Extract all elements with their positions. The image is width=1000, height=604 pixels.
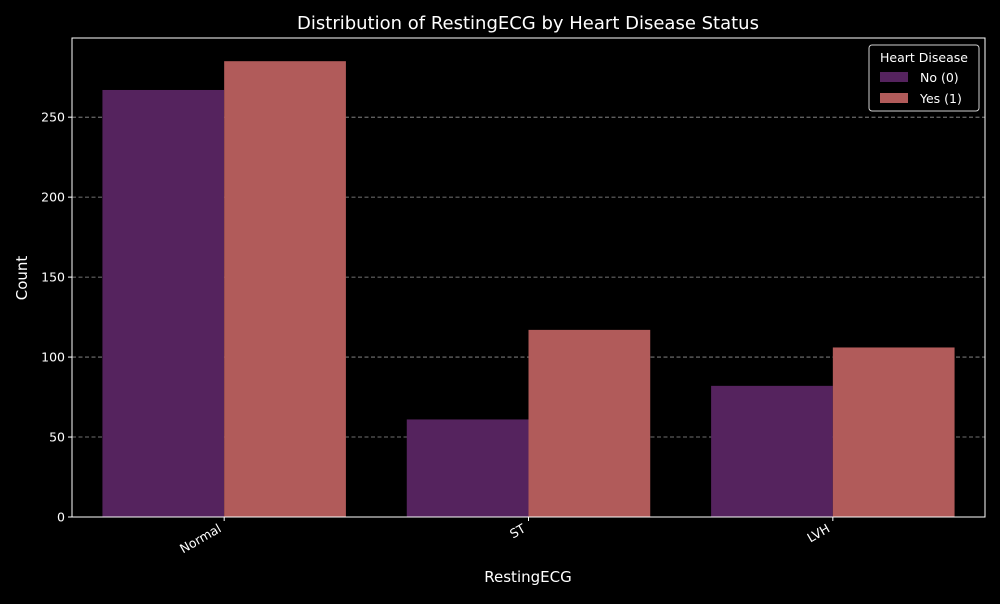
bar	[102, 89, 225, 517]
bar	[224, 61, 346, 518]
y-axis-ticks: 0 50 100 150 200 250	[41, 110, 72, 525]
y-tick-label: 50	[49, 430, 65, 445]
y-tick-label: 200	[41, 190, 65, 205]
legend-swatch	[880, 93, 908, 103]
y-tick-label: 250	[41, 110, 65, 125]
bar	[711, 385, 833, 517]
x-axis-ticks: Normal ST LVH	[177, 517, 834, 557]
x-tick-label: Normal	[177, 521, 224, 557]
x-axis-label: RestingECG	[484, 568, 571, 586]
legend-swatch	[880, 72, 908, 82]
bars	[102, 61, 955, 518]
legend-title: Heart Disease	[880, 50, 968, 65]
legend-label: No (0)	[920, 70, 959, 85]
legend-label: Yes (1)	[919, 91, 962, 106]
y-tick-label: 100	[41, 350, 65, 365]
bar	[832, 347, 955, 517]
chart-title: Distribution of RestingECG by Heart Dise…	[297, 13, 759, 34]
legend-items: No (0) Yes (1)	[880, 70, 962, 106]
x-tick-label: LVH	[804, 521, 832, 546]
y-axis-label: Count	[13, 256, 31, 301]
bar	[406, 419, 529, 517]
legend: Heart Disease No (0) Yes (1)	[868, 44, 980, 112]
x-tick-label: ST	[507, 520, 528, 541]
y-tick-label: 150	[41, 270, 65, 285]
y-tick-label: 0	[57, 510, 65, 525]
bar	[528, 329, 651, 517]
